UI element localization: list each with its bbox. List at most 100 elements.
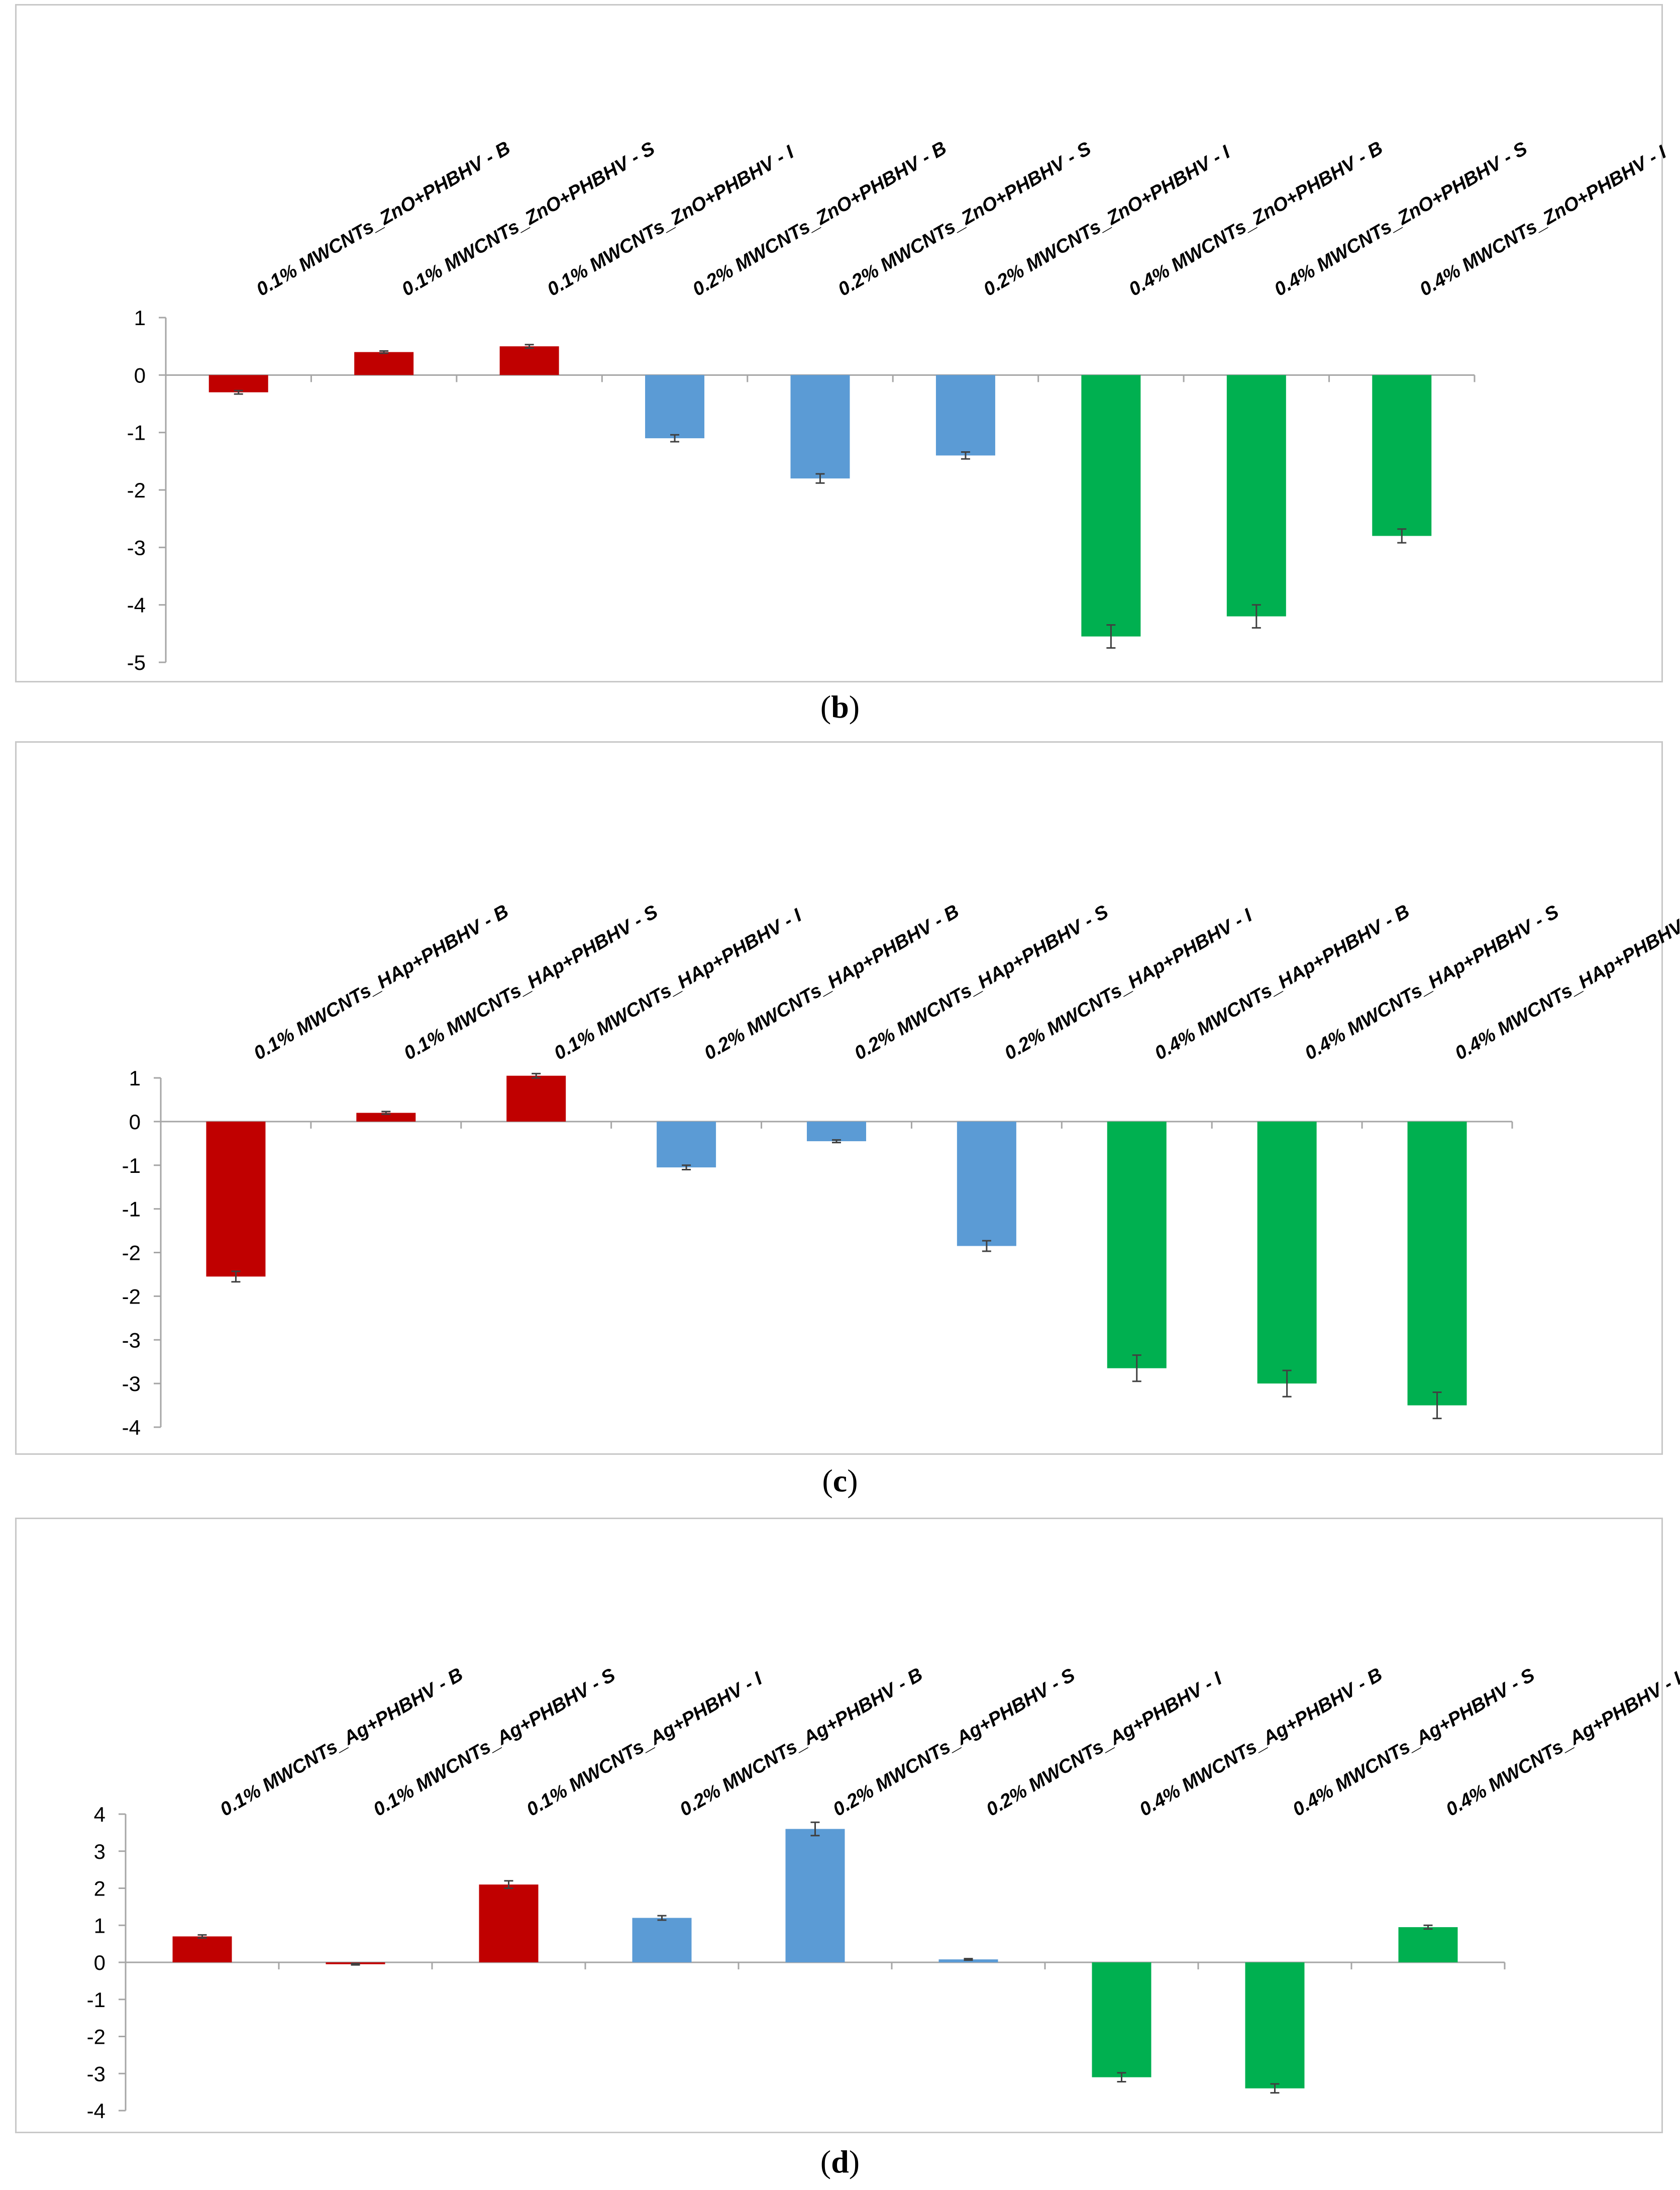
chart-panel-b: 1 0 -1 -2 -3 -4 -5 0.1% MWCNTs_ZnO+PHBHV - B 0.1…	[0, 0, 1680, 725]
category-label: 0.2% MWCNTs_HAp+PHBHV - S	[851, 901, 1112, 1064]
error-bar-2	[351, 1962, 360, 1966]
y-tick-label: 4	[94, 1803, 106, 1826]
chart-frame-c	[15, 741, 1663, 1455]
y-tick-label: -3	[87, 2062, 106, 2085]
bar-5	[785, 1829, 845, 1962]
category-label: 0.4% MWCNTs_HAp+PHBHV - B	[1151, 901, 1413, 1064]
error-bar-4	[670, 434, 680, 443]
error-bar-5	[832, 1139, 841, 1144]
category-label: 0.2% MWCNTs_Ag+PHBHV - I	[983, 1668, 1226, 1821]
y-tick-label: -1	[87, 1988, 106, 2012]
error-bar-1	[234, 389, 243, 395]
caption-b: (b)	[820, 689, 860, 725]
bar-8	[1245, 1962, 1305, 2088]
y-tick-label: -1	[127, 421, 146, 445]
category-label: 0.4% MWCNTs_Ag+PHBHV - B	[1136, 1664, 1386, 1821]
bar-1	[208, 375, 268, 392]
error-bar-6	[982, 1240, 991, 1252]
error-bar-8	[1282, 1369, 1292, 1398]
category-label: 0.1% MWCNTs_ZnO+PHBHV - B	[253, 137, 514, 300]
category-label: 0.1% MWCNTs_ZnO+PHBHV - I	[544, 141, 798, 301]
category-label: 0.4% MWCNTs_HAp+PHBHV - I	[1451, 905, 1680, 1064]
category-label: 0.2% MWCNTs_ZnO+PHBHV - I	[980, 141, 1234, 301]
bar-9	[1372, 375, 1432, 536]
y-tick-label: 1	[129, 1066, 141, 1090]
error-bar-3	[504, 1880, 513, 1889]
category-label: 0.4% MWCNTs_ZnO+PHBHV - S	[1271, 138, 1531, 300]
bar-1	[172, 1936, 232, 1962]
error-bar-2	[381, 1111, 391, 1115]
chart-frame-b	[15, 4, 1663, 682]
error-bar-8	[1270, 2083, 1280, 2094]
y-tick-label: -4	[127, 593, 146, 617]
caption-c: (c)	[822, 1463, 858, 1499]
category-label: 0.4% MWCNTs_Ag+PHBHV - S	[1289, 1664, 1538, 1821]
chart-frame-d	[15, 1518, 1663, 2133]
error-bar-7	[1106, 624, 1116, 649]
y-tick-label: -2	[127, 478, 146, 502]
error-bar-7	[1132, 1354, 1141, 1382]
category-label: 0.2% MWCNTs_ZnO+PHBHV - S	[834, 138, 1095, 300]
bar-3	[479, 1884, 539, 1962]
category-label: 0.4% MWCNTs_Ag+PHBHV - I	[1442, 1668, 1680, 1821]
bar-2	[354, 352, 414, 375]
bar-2	[356, 1113, 416, 1122]
y-tick-label: -4	[87, 2099, 106, 2123]
category-label: 0.1% MWCNTs_HAp+PHBHV - B	[250, 901, 512, 1064]
error-bar-7	[1117, 2072, 1126, 2082]
category-label: 0.2% MWCNTs_Ag+PHBHV - B	[676, 1664, 926, 1821]
bar-1	[206, 1121, 266, 1277]
error-bar-6	[964, 1958, 973, 1961]
bar-3	[506, 1075, 566, 1122]
bar-9	[1398, 1927, 1458, 1962]
bar-8	[1257, 1121, 1317, 1384]
category-label: 0.1% MWCNTs_ZnO+PHBHV - S	[398, 138, 659, 300]
error-bar-8	[1251, 604, 1261, 629]
category-label: 0.2% MWCNTs_HAp+PHBHV - I	[1001, 905, 1256, 1064]
bar-7	[1081, 375, 1141, 637]
category-label: 0.2% MWCNTs_ZnO+PHBHV - B	[689, 137, 951, 300]
bar-8	[1226, 375, 1286, 617]
error-bar-3	[524, 344, 534, 349]
category-label: 0.1% MWCNTs_Ag+PHBHV - S	[370, 1664, 619, 1821]
error-bar-9	[1432, 1391, 1442, 1420]
y-tick-label: 3	[94, 1840, 106, 1863]
y-tick-label: 0	[134, 363, 146, 387]
error-bar-9	[1423, 1924, 1433, 1930]
category-label: 0.4% MWCNTs_ZnO+PHBHV - B	[1125, 137, 1387, 300]
category-label: 0.2% MWCNTs_HAp+PHBHV - B	[701, 901, 963, 1064]
error-bar-1	[197, 1934, 207, 1939]
y-tick-label: -5	[127, 651, 146, 674]
error-bar-6	[961, 451, 970, 460]
bar-7	[1107, 1121, 1167, 1368]
error-bar-4	[657, 1915, 667, 1921]
y-tick-label: 0	[129, 1110, 141, 1134]
bar-4	[645, 375, 705, 439]
y-tick-label: 0	[94, 1951, 106, 1974]
error-bar-3	[532, 1072, 541, 1079]
bar-7	[1092, 1962, 1151, 2077]
y-tick-label: 1	[134, 306, 146, 330]
category-label: 0.1% MWCNTs_Ag+PHBHV - I	[523, 1668, 767, 1821]
y-tick-label: -2	[122, 1241, 141, 1265]
y-tick-label: -4	[122, 1416, 141, 1439]
y-tick-label: -2	[87, 2025, 106, 2049]
y-tick-label: -3	[122, 1372, 141, 1396]
chart-c-svg: 1 0 -1 -1 -2 -2 -3 -3 -4 0.1% MWCNTs_HAp+PHBHV - …	[122, 901, 1680, 1439]
category-label: 0.1% MWCNTs_HAp+PHBHV - S	[400, 901, 662, 1064]
y-tick-label: 1	[94, 1914, 106, 1937]
bar-6	[957, 1121, 1016, 1246]
bar-3	[499, 346, 559, 375]
error-bar-2	[379, 350, 389, 354]
category-label: 0.4% MWCNTs_HAp+PHBHV - S	[1301, 901, 1562, 1064]
error-bar-5	[810, 1821, 820, 1837]
y-tick-label: -3	[122, 1328, 141, 1352]
bar-9	[1407, 1121, 1467, 1406]
y-tick-label: -2	[122, 1284, 141, 1308]
category-label: 0.1% MWCNTs_Ag+PHBHV - B	[217, 1664, 467, 1821]
chart-b-svg: 1 0 -1 -2 -3 -4 -5 0.1% MWCNTs_ZnO+PHBHV - B0.1…	[127, 137, 1671, 674]
bar-5	[807, 1121, 866, 1141]
bar-4	[657, 1121, 716, 1168]
category-label: 0.2% MWCNTs_Ag+PHBHV - S	[829, 1664, 1079, 1821]
